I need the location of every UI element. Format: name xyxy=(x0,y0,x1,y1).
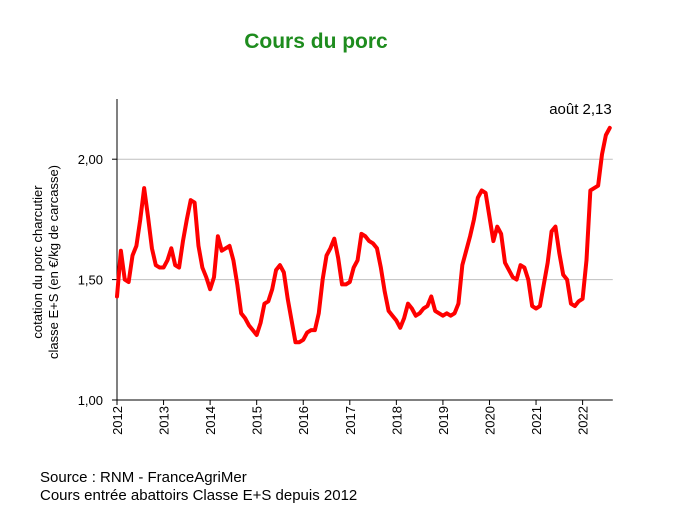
x-tick-label: 2019 xyxy=(436,406,451,435)
x-tick-label: 2022 xyxy=(576,406,591,435)
y-tick-label: 1,50 xyxy=(78,273,103,288)
x-tick-label: 2017 xyxy=(343,406,358,435)
x-tick-label: 2021 xyxy=(529,406,544,435)
x-tick-label: 2012 xyxy=(110,406,125,435)
y-tick-label: 2,00 xyxy=(78,152,103,167)
source-text: Cours entrée abattoirs Classe E+S depuis… xyxy=(40,487,357,504)
x-tick-label: 2015 xyxy=(250,406,265,435)
y-axis-label: cotation du porc charcutier xyxy=(30,185,45,339)
line-series xyxy=(115,125,612,345)
x-tick-label: 2013 xyxy=(157,406,172,435)
x-tick-label: 2016 xyxy=(296,406,311,435)
y-axis-label: classe E+S (en €/kg de carcasse) xyxy=(46,165,61,359)
annotation: août 2,13 xyxy=(549,101,612,118)
y-tick-label: 1,00 xyxy=(78,393,103,408)
chart-title: Cours du porc xyxy=(244,30,388,53)
x-tick-label: 2018 xyxy=(389,406,404,435)
x-tick-label: 2014 xyxy=(203,406,218,435)
source-text: Source : RNM - FranceAgriMer xyxy=(40,469,247,486)
x-tick-label: 2020 xyxy=(482,406,497,435)
